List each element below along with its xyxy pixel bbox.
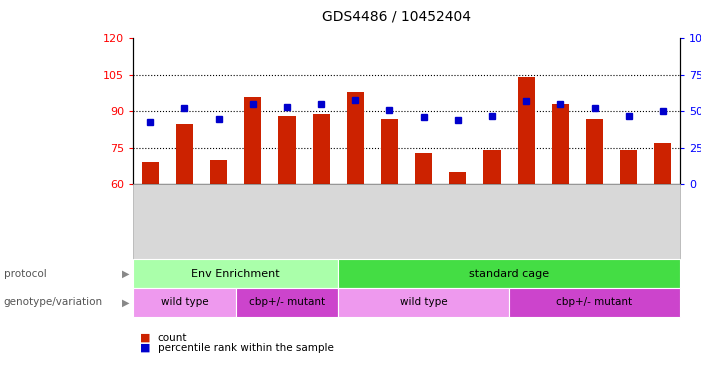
Bar bbox=[278, 116, 296, 184]
Text: GDS4486 / 10452404: GDS4486 / 10452404 bbox=[322, 9, 472, 23]
Text: cbp+/- mutant: cbp+/- mutant bbox=[557, 297, 632, 308]
Text: wild type: wild type bbox=[400, 297, 447, 308]
Text: count: count bbox=[158, 333, 187, 343]
Text: protocol: protocol bbox=[4, 268, 46, 279]
Text: cbp+/- mutant: cbp+/- mutant bbox=[249, 297, 325, 308]
Bar bbox=[415, 153, 433, 184]
Bar bbox=[449, 172, 466, 184]
Bar bbox=[210, 160, 227, 184]
Text: percentile rank within the sample: percentile rank within the sample bbox=[158, 343, 334, 353]
Text: ▶: ▶ bbox=[122, 268, 130, 279]
Text: ▶: ▶ bbox=[122, 297, 130, 308]
Bar bbox=[142, 162, 159, 184]
Bar bbox=[244, 97, 261, 184]
Bar bbox=[552, 104, 569, 184]
Text: genotype/variation: genotype/variation bbox=[4, 297, 102, 308]
Bar bbox=[620, 150, 637, 184]
Bar bbox=[313, 114, 329, 184]
Text: ■: ■ bbox=[140, 333, 151, 343]
Text: wild type: wild type bbox=[161, 297, 208, 308]
Text: Env Enrichment: Env Enrichment bbox=[191, 268, 280, 279]
Bar bbox=[347, 92, 364, 184]
Bar bbox=[381, 119, 398, 184]
Text: standard cage: standard cage bbox=[469, 268, 549, 279]
Bar bbox=[586, 119, 603, 184]
Bar bbox=[176, 124, 193, 184]
Text: ■: ■ bbox=[140, 343, 151, 353]
Bar bbox=[654, 143, 672, 184]
Bar bbox=[484, 150, 501, 184]
Bar bbox=[517, 77, 535, 184]
